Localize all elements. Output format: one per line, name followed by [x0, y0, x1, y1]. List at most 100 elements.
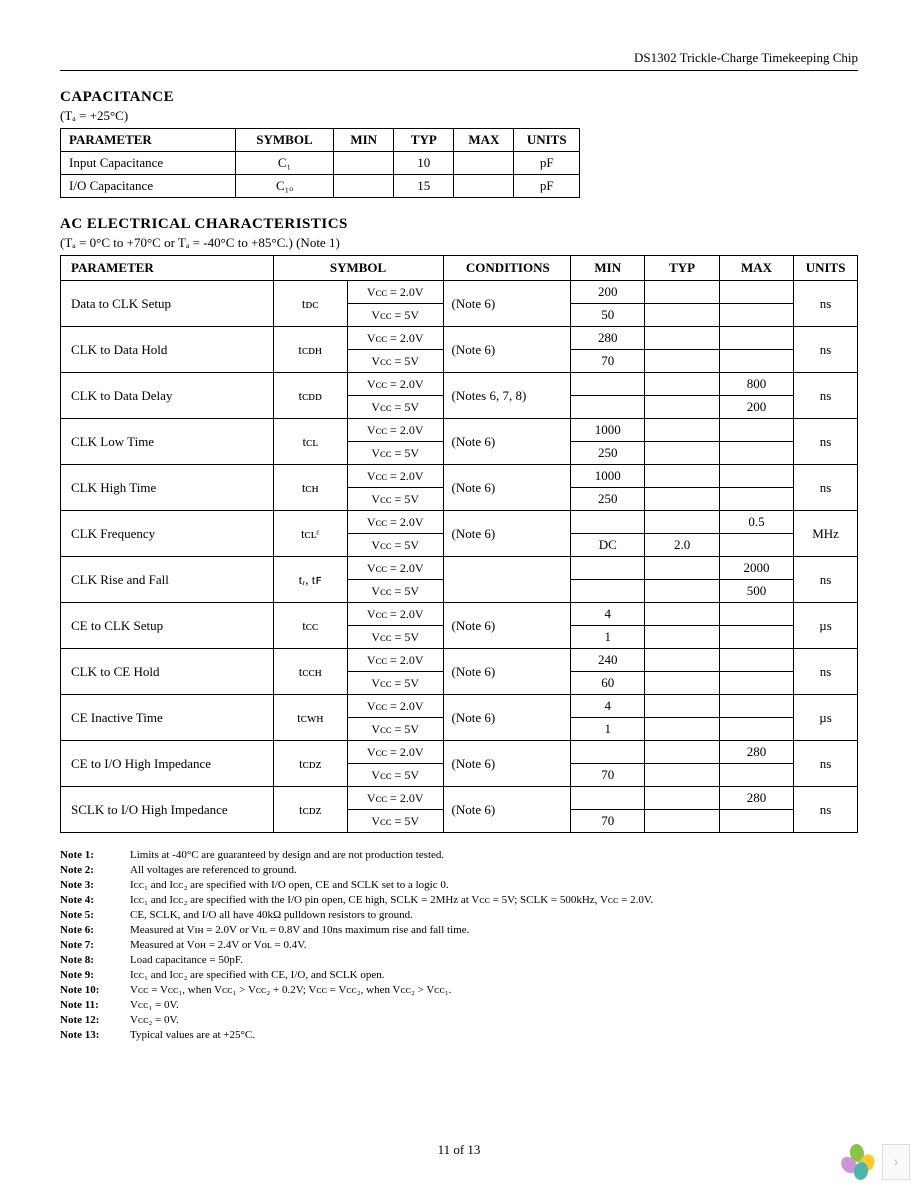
- cell-max: 0.5: [719, 511, 793, 534]
- cell-param: CE to I/O High Impedance: [61, 741, 274, 787]
- cell-min: DC: [571, 534, 645, 557]
- cell-conditions: (Notes 6, 7, 8): [443, 373, 571, 419]
- cell-min: 70: [571, 810, 645, 833]
- cell-vcc: Vᴄᴄ = 5V: [347, 350, 443, 373]
- cell-max: [719, 695, 793, 718]
- cell-vcc: Vᴄᴄ = 2.0V: [347, 557, 443, 580]
- note-label: Note 2:: [60, 864, 130, 876]
- cell-min: 4: [571, 603, 645, 626]
- cell-max: 200: [719, 396, 793, 419]
- note-text: All voltages are referenced to ground.: [130, 864, 858, 876]
- cell-typ: [645, 649, 719, 672]
- cell-typ: [645, 488, 719, 511]
- cell-typ: [645, 442, 719, 465]
- note-text: Iᴄᴄ₁ and Iᴄᴄ₂ are specified with CE, I/O…: [130, 969, 858, 981]
- cell-conditions: (Note 6): [443, 603, 571, 649]
- table-header-row: PARAMETER SYMBOL MIN TYP MAX UNITS: [61, 129, 580, 152]
- note-label: Note 4:: [60, 894, 130, 906]
- cell-max: 280: [719, 741, 793, 764]
- th-symbol: SYMBOL: [235, 129, 333, 152]
- cell-units: ns: [794, 649, 858, 695]
- note-label: Note 10:: [60, 984, 130, 996]
- cell-typ: 2.0: [645, 534, 719, 557]
- cell-conditions: (Note 6): [443, 787, 571, 833]
- cell-symbol: tᴄᴅᴢ: [273, 787, 347, 833]
- table-row: CLK to CE HoldtᴄᴄʜVᴄᴄ = 2.0V(Note 6)240n…: [61, 649, 858, 672]
- cell-symbol: tᴄʟᵋ: [273, 511, 347, 557]
- cell-symbol: tᵣ, tꜰ: [273, 557, 347, 603]
- table-row: CE to I/O High ImpedancetᴄᴅᴢVᴄᴄ = 2.0V(N…: [61, 741, 858, 764]
- cell-units: ns: [794, 281, 858, 327]
- cell-max: [719, 327, 793, 350]
- table-row: CE Inactive TimetᴄᴡʜVᴄᴄ = 2.0V(Note 6)4µ…: [61, 695, 858, 718]
- cell-param: Input Capacitance: [61, 152, 236, 175]
- th-min: MIN: [334, 129, 394, 152]
- cell-max: [719, 488, 793, 511]
- cell-vcc: Vᴄᴄ = 5V: [347, 718, 443, 741]
- notes-section: Note 1:Limits at -40°C are guaranteed by…: [60, 849, 858, 1041]
- cell-vcc: Vᴄᴄ = 2.0V: [347, 741, 443, 764]
- cell-vcc: Vᴄᴄ = 2.0V: [347, 465, 443, 488]
- cell-conditions: (Note 6): [443, 741, 571, 787]
- note-row: Note 13:Typical values are at +25°C.: [60, 1029, 858, 1041]
- header-rule: [60, 70, 858, 71]
- cell-vcc: Vᴄᴄ = 2.0V: [347, 787, 443, 810]
- ac-characteristics-table: PARAMETER SYMBOL CONDITIONS MIN TYP MAX …: [60, 255, 858, 833]
- cell-units: MHz: [794, 511, 858, 557]
- cell-conditions: (Note 6): [443, 465, 571, 511]
- cell-vcc: Vᴄᴄ = 5V: [347, 396, 443, 419]
- cell-conditions: (Note 6): [443, 327, 571, 373]
- cell-symbol: tᴄᴄʜ: [273, 649, 347, 695]
- note-label: Note 3:: [60, 879, 130, 891]
- cell-symbol: tᴄʜ: [273, 465, 347, 511]
- th-units: UNITS: [514, 129, 580, 152]
- cell-min: [334, 152, 394, 175]
- cell-min: [571, 373, 645, 396]
- note-row: Note 4:Iᴄᴄ₁ and Iᴄᴄ₂ are specified with …: [60, 894, 858, 906]
- cell-conditions: (Note 6): [443, 695, 571, 741]
- note-text: Measured at Vᴏʜ = 2.4V or Vᴏʟ = 0.4V.: [130, 939, 858, 951]
- cell-typ: [645, 695, 719, 718]
- note-label: Note 13:: [60, 1029, 130, 1041]
- ac-condition: (Tₐ = 0°C to +70°C or Tₐ = -40°C to +85°…: [60, 235, 858, 251]
- cell-max: 500: [719, 580, 793, 603]
- note-text: Load capacitance = 50pF.: [130, 954, 858, 966]
- cell-vcc: Vᴄᴄ = 5V: [347, 626, 443, 649]
- th-units: UNITS: [794, 256, 858, 281]
- cell-min: 200: [571, 281, 645, 304]
- cell-vcc: Vᴄᴄ = 2.0V: [347, 695, 443, 718]
- note-row: Note 8:Load capacitance = 50pF.: [60, 954, 858, 966]
- cell-conditions: (Note 6): [443, 649, 571, 695]
- cell-vcc: Vᴄᴄ = 2.0V: [347, 419, 443, 442]
- note-row: Note 1:Limits at -40°C are guaranteed by…: [60, 849, 858, 861]
- cell-symbol: tᴄᴅᴅ: [273, 373, 347, 419]
- cell-vcc: Vᴄᴄ = 2.0V: [347, 327, 443, 350]
- cell-typ: [645, 511, 719, 534]
- cell-max: [719, 764, 793, 787]
- cell-symbol: tᴄᴅʜ: [273, 327, 347, 373]
- page-number: 11 of 13: [0, 1142, 918, 1158]
- cell-units: ns: [794, 327, 858, 373]
- note-row: Note 9:Iᴄᴄ₁ and Iᴄᴄ₂ are specified with …: [60, 969, 858, 981]
- cell-typ: [645, 672, 719, 695]
- note-label: Note 7:: [60, 939, 130, 951]
- cell-vcc: Vᴄᴄ = 2.0V: [347, 281, 443, 304]
- cell-vcc: Vᴄᴄ = 5V: [347, 534, 443, 557]
- cell-vcc: Vᴄᴄ = 5V: [347, 580, 443, 603]
- cell-units: ns: [794, 373, 858, 419]
- cell-min: [571, 787, 645, 810]
- table-row: I/O CapacitanceC₁ₒ15pF: [61, 175, 580, 198]
- next-page-button[interactable]: ›: [882, 1144, 910, 1180]
- note-label: Note 11:: [60, 999, 130, 1011]
- cell-vcc: Vᴄᴄ = 5V: [347, 488, 443, 511]
- cell-typ: [645, 350, 719, 373]
- ac-title: AC ELECTRICAL CHARACTERISTICS: [60, 216, 858, 233]
- cell-units: ns: [794, 741, 858, 787]
- note-row: Note 10:Vᴄᴄ = Vᴄᴄ₁, when Vᴄᴄ₁ > Vᴄᴄ₂ + 0…: [60, 984, 858, 996]
- cell-symbol: tᴄᴅᴢ: [273, 741, 347, 787]
- note-row: Note 6:Measured at Vɪʜ = 2.0V or Vɪʟ = 0…: [60, 924, 858, 936]
- cell-min: 280: [571, 327, 645, 350]
- cell-symbol: C₁: [235, 152, 333, 175]
- cell-min: 1000: [571, 419, 645, 442]
- note-row: Note 5:CE, SCLK, and I/O all have 40kΩ p…: [60, 909, 858, 921]
